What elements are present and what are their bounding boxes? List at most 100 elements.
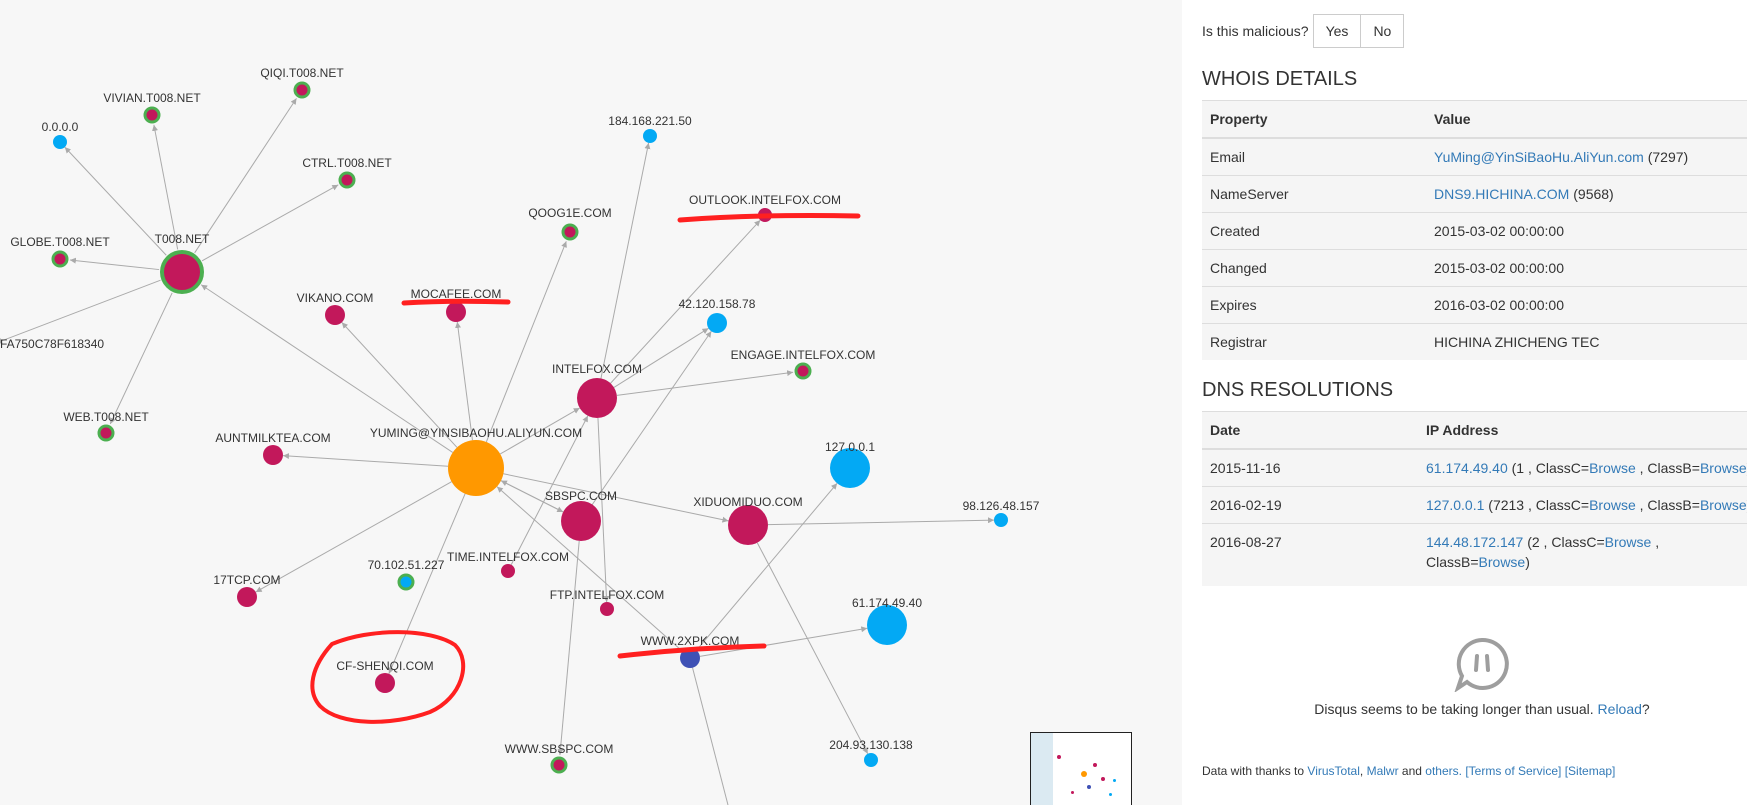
graph-edge bbox=[255, 481, 452, 593]
node-circle[interactable] bbox=[994, 513, 1008, 527]
graph-node-ip184[interactable]: 184.168.221.50 bbox=[608, 114, 692, 143]
node-circle[interactable] bbox=[643, 129, 657, 143]
node-circle[interactable] bbox=[338, 171, 356, 189]
graph-edge bbox=[610, 219, 761, 384]
node-circle[interactable] bbox=[446, 302, 466, 322]
node-circle[interactable] bbox=[794, 362, 812, 380]
classc-browse-link[interactable]: Browse bbox=[1589, 460, 1636, 476]
graph-node-yuming[interactable]: YUMING@YINSIBAOHU.ALIYUN.COM bbox=[370, 426, 582, 496]
graph-canvas[interactable]: T008.NET QIQI.T008.NET VIVIAN.T008.NET 0.0.… bbox=[0, 0, 1182, 805]
graph-node-zero[interactable]: 0.0.0.0 bbox=[42, 120, 79, 149]
ip-link[interactable]: 61.174.49.40 bbox=[1426, 460, 1508, 476]
malwr-link[interactable]: Malwr bbox=[1366, 764, 1399, 778]
nameserver-link[interactable]: DNS9.HICHINA.COM bbox=[1434, 186, 1570, 202]
classc-browse-link[interactable]: Browse bbox=[1604, 534, 1652, 550]
node-circle[interactable] bbox=[561, 223, 579, 241]
footer-comma: , bbox=[1359, 764, 1364, 778]
table-row: Email YuMing@YinSiBaoHu.AliYun.com (7297… bbox=[1202, 137, 1747, 176]
graph-node-web[interactable]: WEB.T008.NET bbox=[63, 410, 149, 442]
node-circle[interactable] bbox=[325, 305, 345, 325]
node-circle[interactable] bbox=[864, 753, 878, 767]
node-circle[interactable] bbox=[550, 756, 568, 774]
node-circle[interactable] bbox=[53, 135, 67, 149]
sitemap-link[interactable]: [Sitemap] bbox=[1564, 764, 1616, 778]
graph-node-ctrl[interactable]: CTRL.T008.NET bbox=[302, 156, 392, 189]
ip-link[interactable]: 127.0.0.1 bbox=[1426, 497, 1485, 513]
graph-edge bbox=[597, 417, 610, 603]
graph-node-time[interactable]: TIME.INTELFOX.COM bbox=[447, 550, 569, 578]
graph-node-mocafee[interactable]: MOCAFEE.COM bbox=[411, 287, 502, 322]
node-circle[interactable] bbox=[97, 424, 115, 442]
node-circle[interactable] bbox=[143, 106, 161, 124]
graph-node-ip42[interactable]: 42.120.158.78 bbox=[679, 297, 756, 333]
table-row: Changed 2015-03-02 00:00:00 bbox=[1202, 249, 1747, 287]
node-circle[interactable] bbox=[561, 501, 601, 541]
graph-node-lo[interactable]: 127.0.0.1 bbox=[825, 440, 875, 488]
graph-node-sbspc[interactable]: SBSPC.COM bbox=[545, 489, 617, 541]
graph-node-auntmilk[interactable]: AUNTMILKTEA.COM bbox=[215, 431, 331, 465]
graph-node-vikano[interactable]: VIKANO.COM bbox=[297, 291, 374, 325]
node-label: 70.102.51.227 bbox=[368, 558, 445, 572]
graph-node-ftp[interactable]: FTP.INTELFOX.COM bbox=[550, 588, 664, 616]
minimap-node bbox=[1093, 763, 1097, 767]
node-label: CTRL.T008.NET bbox=[302, 156, 392, 170]
graph-node-ip70[interactable]: 70.102.51.227 bbox=[368, 558, 445, 591]
ip-link[interactable]: 144.48.172.147 bbox=[1426, 534, 1524, 550]
node-circle[interactable] bbox=[237, 587, 257, 607]
classb-label: ClassB= bbox=[1647, 497, 1700, 513]
node-circle[interactable] bbox=[51, 250, 69, 268]
graph-node-vivian[interactable]: VIVIAN.T008.NET bbox=[103, 91, 201, 124]
email-link[interactable]: YuMing@YinSiBaoHu.AliYun.com bbox=[1434, 149, 1644, 165]
classc-browse-link[interactable]: Browse bbox=[1589, 497, 1636, 513]
node-circle[interactable] bbox=[263, 445, 283, 465]
node-circle[interactable] bbox=[577, 378, 617, 418]
graph-node-hash[interactable]: FA750C78F618340 bbox=[0, 337, 104, 351]
node-circle[interactable] bbox=[728, 505, 768, 545]
graph-node-xiduo[interactable]: XIDUOMIDUO.COM bbox=[693, 495, 803, 545]
graph-node-qoog[interactable]: QOOG1E.COM bbox=[528, 206, 612, 241]
graph-edge bbox=[510, 415, 589, 566]
node-circle[interactable] bbox=[680, 648, 700, 668]
graph-node-ip204[interactable]: 204.93.130.138 bbox=[829, 738, 913, 767]
table-row: NameServer DNS9.HICHINA.COM (9568) bbox=[1202, 175, 1747, 213]
node-circle[interactable] bbox=[375, 673, 395, 693]
yes-button[interactable]: Yes bbox=[1312, 14, 1362, 48]
node-circle[interactable] bbox=[600, 602, 614, 616]
disqus-question-mark: ? bbox=[1641, 701, 1650, 717]
graph-node-wwwsb[interactable]: WWW.SBSPC.COM bbox=[505, 742, 614, 774]
node-circle[interactable] bbox=[448, 440, 504, 496]
dns-title: DNS RESOLUTIONS bbox=[1202, 379, 1394, 401]
relationship-graph[interactable]: T008.NET QIQI.T008.NET VIVIAN.T008.NET 0.0.… bbox=[0, 0, 1182, 805]
node-circle[interactable] bbox=[707, 313, 727, 333]
virustotal-link[interactable]: VirusTotal bbox=[1307, 764, 1360, 778]
graph-node-t17[interactable]: 17TCP.COM bbox=[213, 573, 281, 607]
node-circle[interactable] bbox=[293, 81, 311, 99]
graph-node-ip61[interactable]: 61.174.49.40 bbox=[852, 596, 922, 645]
others-link[interactable]: others. bbox=[1425, 764, 1462, 778]
dns-date: 2015-11-16 bbox=[1202, 448, 1418, 487]
node-circle[interactable] bbox=[867, 605, 907, 645]
graph-node-engage[interactable]: ENGAGE.INTELFOX.COM bbox=[731, 348, 876, 380]
classb-browse-link[interactable]: Browse bbox=[1699, 460, 1747, 476]
graph-node-www2[interactable]: WWW.2XPK.COM bbox=[641, 634, 740, 668]
node-circle[interactable] bbox=[397, 573, 415, 591]
terms-link[interactable]: [Terms of Service] bbox=[1465, 764, 1562, 778]
graph-node-ip98[interactable]: 98.126.48.157 bbox=[963, 499, 1040, 527]
node-circle[interactable] bbox=[501, 564, 515, 578]
node-label: 184.168.221.50 bbox=[608, 114, 692, 128]
graph-node-t008[interactable]: T008.NET bbox=[155, 232, 210, 294]
node-label: VIKANO.COM bbox=[297, 291, 374, 305]
classb-browse-link[interactable]: Browse bbox=[1699, 497, 1747, 513]
graph-node-cfshen[interactable]: CF-SHENQI.COM bbox=[336, 659, 434, 693]
node-circle[interactable] bbox=[830, 448, 870, 488]
graph-node-qiqi[interactable]: QIQI.T008.NET bbox=[260, 66, 344, 99]
no-button[interactable]: No bbox=[1360, 14, 1405, 48]
graph-edge bbox=[455, 321, 473, 441]
graph-node-intelfox[interactable]: INTELFOX.COM bbox=[552, 362, 642, 418]
whois-value: 2016-03-02 00:00:00 bbox=[1426, 286, 1747, 324]
classb-browse-link[interactable]: Browse bbox=[1478, 554, 1526, 570]
node-circle[interactable] bbox=[160, 250, 204, 294]
graph-node-globe[interactable]: GLOBE.T008.NET bbox=[10, 235, 110, 268]
disqus-reload-link[interactable]: Reload bbox=[1597, 701, 1642, 717]
graph-minimap[interactable] bbox=[1030, 732, 1132, 805]
